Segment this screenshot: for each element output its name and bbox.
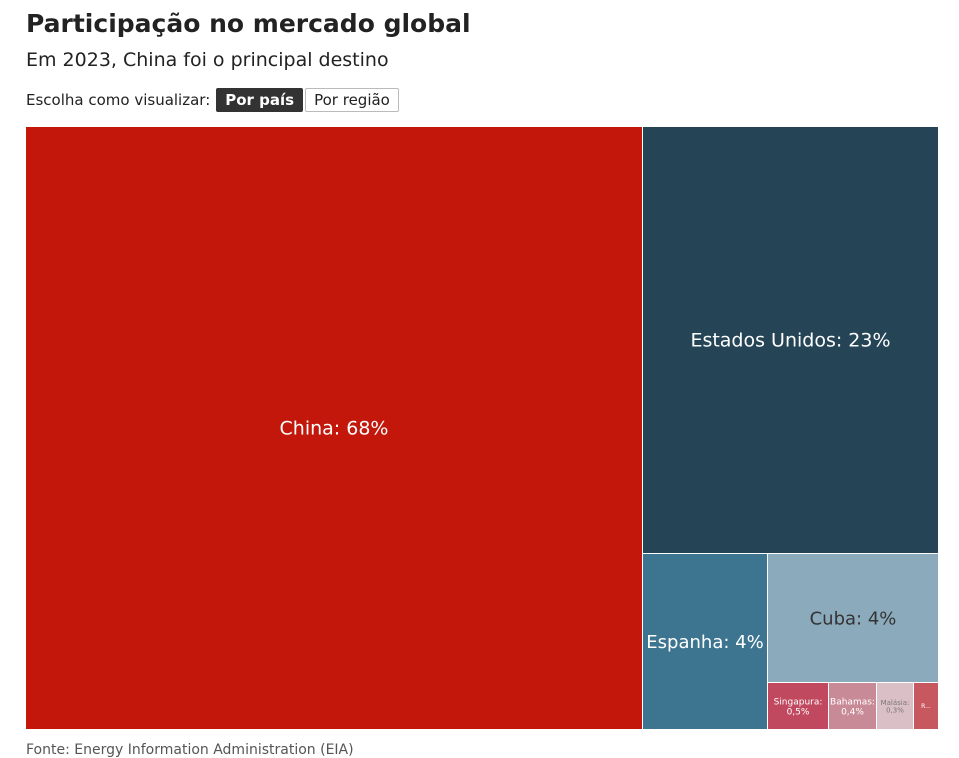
treemap-cell-espanha[interactable] [643,554,767,729]
treemap-cell-estados-unidos[interactable] [643,127,938,553]
by-region-button[interactable]: Por região [305,88,399,112]
treemap-label-singapura: Singapura: 0,5% [774,698,823,718]
page-title: Participação no mercado global [26,9,471,38]
treemap-label-r: R... [921,703,931,710]
treemap-label-bahamas: Bahamas: 0,4% [830,698,875,718]
treemap-cell-bahamas[interactable] [829,683,876,729]
treemap-label-malasia: Malásia: 0,3% [881,699,910,715]
treemap-label-cuba: Cuba: 4% [810,608,897,629]
source-note: Fonte: Energy Information Administration… [26,742,354,758]
by-country-button[interactable]: Por país [216,88,304,112]
treemap-cell-singapura[interactable] [768,683,828,729]
treemap-cell-china[interactable] [26,127,642,729]
treemap-cell-r[interactable] [914,683,938,729]
view-toggle: Escolha como visualizar: Por país Por re… [26,87,401,113]
treemap-cell-cuba[interactable] [768,554,938,682]
treemap-cell-malasia[interactable] [877,683,913,729]
view-toggle-label: Escolha como visualizar: [26,91,211,109]
treemap-chart: China: 68% Estados Unidos: 23% Espanha: 4%… [26,127,938,729]
treemap-label-china: China: 68% [280,418,389,440]
treemap-label-estados-unidos: Estados Unidos: 23% [690,330,890,352]
page-subtitle: Em 2023, China foi o principal destino [26,49,389,71]
treemap-label-espanha: Espanha: 4% [646,632,763,653]
